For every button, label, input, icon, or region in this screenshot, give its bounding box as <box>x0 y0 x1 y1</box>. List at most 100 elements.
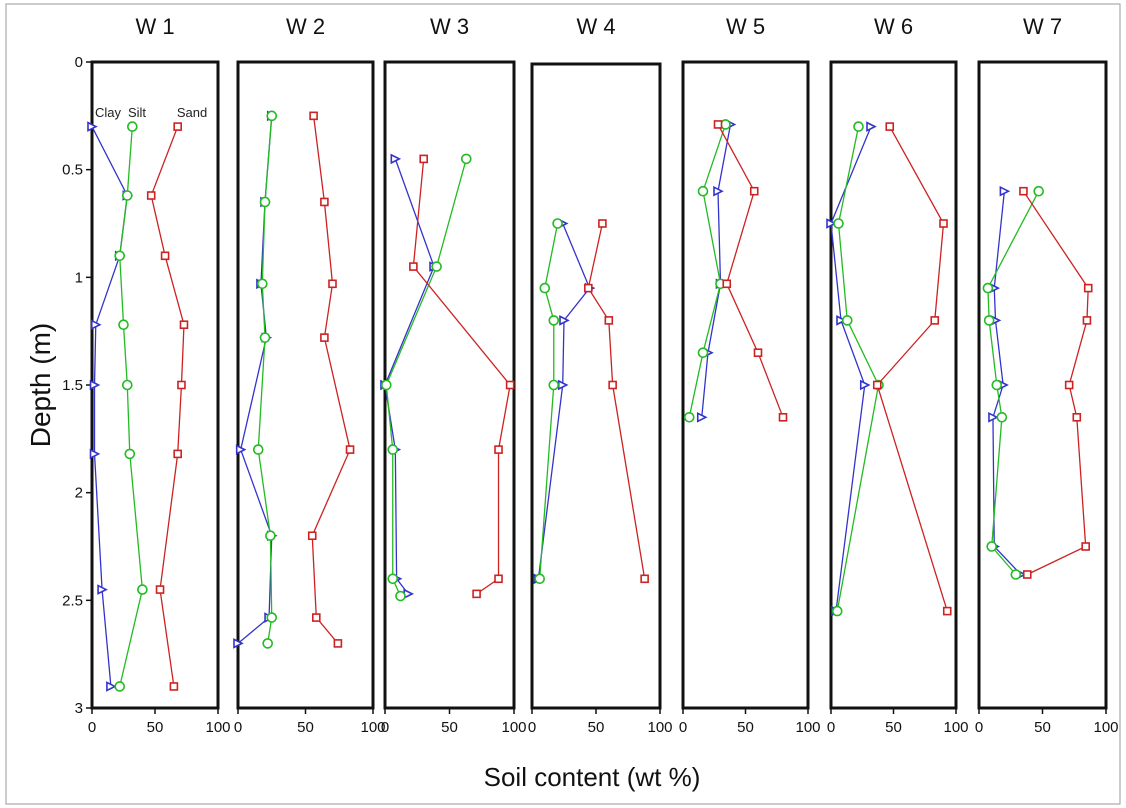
data-point-clay <box>826 218 837 229</box>
data-point-silt <box>831 605 843 617</box>
data-point-silt <box>697 347 709 359</box>
data-point-silt <box>114 681 126 692</box>
data-point-sand <box>155 585 165 594</box>
data-point-sand <box>713 120 723 129</box>
data-point-silt <box>380 379 392 391</box>
data-point-clay <box>836 315 847 326</box>
figure-frame <box>5 3 1121 805</box>
data-point-silt <box>118 319 129 331</box>
data-point-silt <box>252 444 264 455</box>
series-line-sand <box>150 126 185 687</box>
data-point-clay <box>696 412 708 423</box>
data-point-sand <box>584 283 593 293</box>
data-point-silt <box>853 121 864 132</box>
series-line-silt <box>257 115 273 644</box>
data-point-sand <box>320 333 329 342</box>
data-point-silt <box>548 315 560 326</box>
data-point-sand <box>930 316 940 325</box>
y-tick-label: 2 <box>75 485 83 502</box>
data-point-silt <box>121 190 133 201</box>
y-tick-label: 2.5 <box>62 592 83 609</box>
data-point-sand <box>749 186 759 196</box>
panel-7: W 7 0 50 100 <box>975 14 1119 736</box>
data-point-clay <box>90 319 102 331</box>
x-tick-label: 50 <box>588 719 605 736</box>
data-point-sand <box>753 348 763 358</box>
data-point-silt <box>1033 185 1044 197</box>
x-tick-label: 50 <box>1034 719 1051 736</box>
x-axis-label: Soil content (wt %) <box>484 762 701 792</box>
data-point-silt <box>534 573 545 585</box>
data-point-sand <box>173 449 182 459</box>
x-tick-label: 0 <box>827 719 835 736</box>
panel-2: W 2 0 50 100 <box>233 14 386 736</box>
data-point-clay <box>390 153 402 165</box>
x-tick-label: 100 <box>360 719 385 736</box>
x-tick-label: 100 <box>1093 719 1118 736</box>
data-point-silt <box>1010 569 1022 580</box>
data-point-silt <box>697 185 709 197</box>
x-tick-label: 0 <box>679 719 687 736</box>
x-tick-label: 0 <box>234 719 242 736</box>
panel-title: W 7 <box>1023 14 1062 39</box>
data-point-sand <box>311 613 321 622</box>
data-point-clay <box>97 584 108 595</box>
data-point-silt <box>683 411 695 423</box>
data-point-sand <box>1019 186 1028 196</box>
data-point-sand <box>494 574 503 584</box>
data-point-silt <box>127 121 138 132</box>
data-point-sand <box>722 279 732 289</box>
data-point-silt <box>259 196 271 208</box>
data-point-silt <box>266 110 278 122</box>
data-point-sand <box>173 122 182 131</box>
x-tick-label: 50 <box>737 719 754 736</box>
panel-3: W 3 0 50 100 <box>380 14 527 736</box>
data-point-sand <box>505 380 515 390</box>
data-point-sand <box>1081 542 1090 551</box>
panel-title: W 1 <box>135 14 174 39</box>
data-point-silt <box>431 261 442 272</box>
panel-5: W 5 0 50 100 <box>679 14 821 736</box>
data-point-clay <box>988 412 999 423</box>
data-point-silt <box>833 218 844 229</box>
data-point-silt <box>996 411 1008 423</box>
data-point-clay <box>235 444 247 455</box>
y-tick-label: 0.5 <box>62 162 83 179</box>
data-point-sand <box>778 412 788 422</box>
y-axis-label: Depth (m) <box>25 323 56 447</box>
x-tick-label: 100 <box>795 719 820 736</box>
data-point-sand <box>1072 412 1082 422</box>
data-point-silt <box>266 612 278 623</box>
x-tick-label: 0 <box>381 719 389 736</box>
data-point-clay <box>999 185 1011 197</box>
data-point-sand <box>608 380 617 390</box>
data-point-sand <box>1082 316 1092 325</box>
data-point-silt <box>387 444 399 455</box>
data-point-clay <box>866 121 877 132</box>
panel-title: W 5 <box>726 14 765 39</box>
series-line-silt <box>119 126 144 687</box>
data-point-sand <box>333 639 343 648</box>
data-point-silt <box>387 573 399 585</box>
x-tick-label: 0 <box>88 719 96 736</box>
series-line-sand <box>311 115 351 644</box>
x-tick-label: 50 <box>885 719 902 736</box>
data-point-clay <box>87 121 98 132</box>
data-point-silt <box>265 530 276 542</box>
data-point-clay <box>233 638 244 649</box>
legend-sand: Sand <box>177 105 207 120</box>
data-point-sand <box>146 191 156 200</box>
x-tick-label: 100 <box>647 719 672 736</box>
y-tick-label: 1 <box>75 269 83 286</box>
data-point-sand <box>1022 570 1032 579</box>
data-point-sand <box>472 589 481 599</box>
data-point-sand <box>939 219 948 228</box>
data-point-silt <box>121 379 133 391</box>
data-point-silt <box>552 218 563 229</box>
panel-1: W 1 0 50 100 0 0.5 1 1.5 2 2.5 3 Clay Silt Sand <box>62 14 230 736</box>
y-tick-label: 3 <box>75 700 83 717</box>
data-point-sand <box>494 445 503 454</box>
data-point-silt <box>460 153 472 165</box>
data-point-silt <box>256 278 268 290</box>
